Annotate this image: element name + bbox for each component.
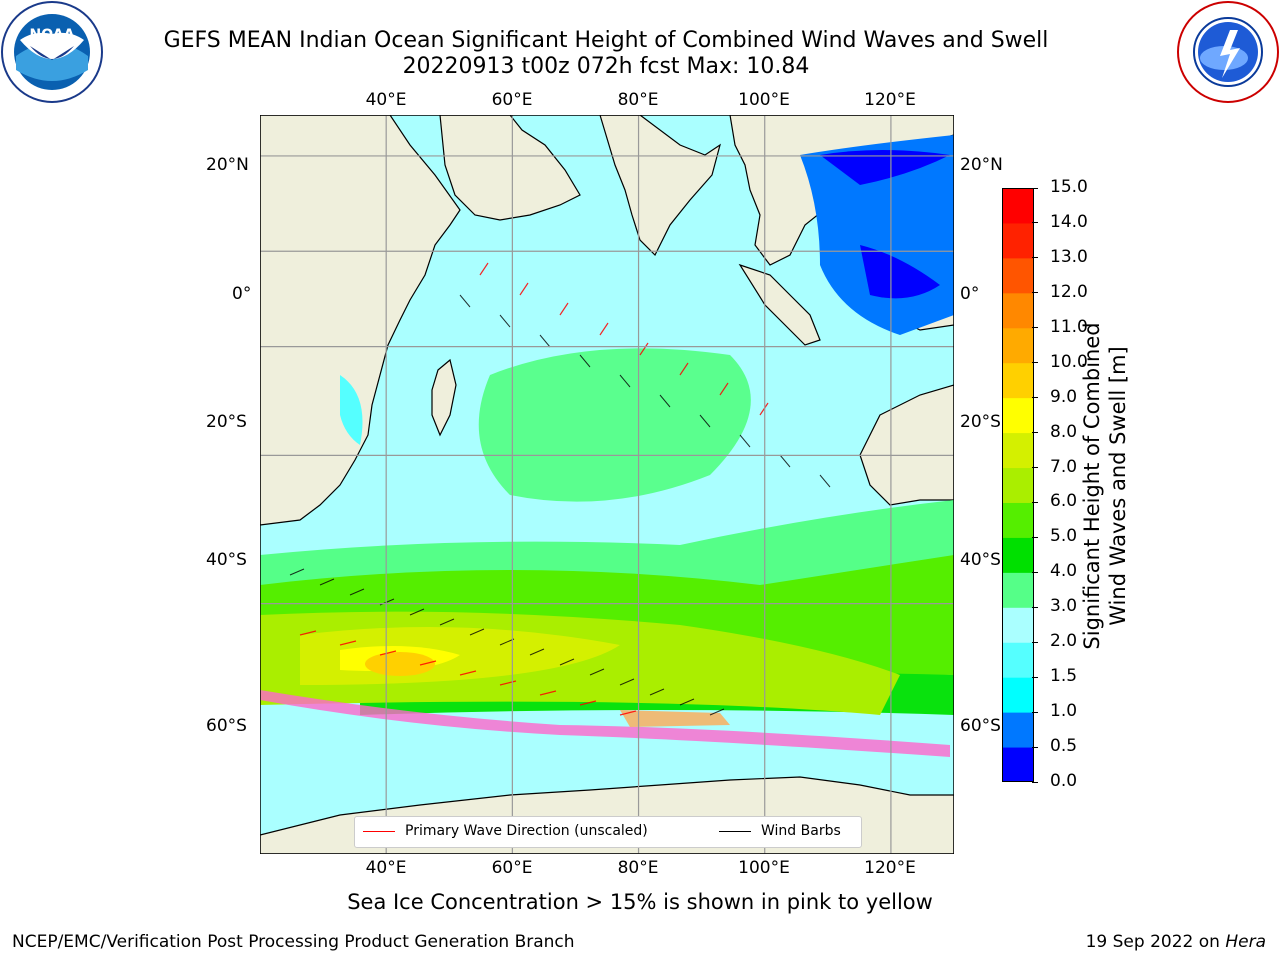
colorbar-title-line1: Significant Height of Combined — [1080, 322, 1104, 650]
colorbar-tick-mark — [1032, 432, 1038, 434]
colorbar-border — [1002, 188, 1034, 782]
wind-barbs — [289, 294, 831, 716]
colorbar-tick-mark — [1032, 222, 1038, 224]
lat-label-right-20n: 20°N — [960, 155, 1003, 175]
colorbar-tick-label: 14.0 — [1050, 211, 1088, 232]
lon-label-bottom-80: 80°E — [617, 858, 659, 878]
lon-label-bottom-120: 120°E — [864, 858, 916, 878]
colorbar-tick-mark — [1032, 676, 1038, 678]
colorbar-segment — [1002, 467, 1034, 503]
lat-label-right-20s: 20°S — [960, 412, 1001, 432]
colorbar-tick-mark — [1032, 397, 1038, 399]
noaa-logo: NOAA — [0, 0, 104, 104]
colorbar-tick-mark — [1032, 467, 1038, 469]
lat-label-left-0: 0° — [232, 284, 252, 304]
colorbar-tick-label: 6.0 — [1050, 491, 1078, 512]
lon-label-bottom-100: 100°E — [738, 858, 790, 878]
colorbar-tick-label: 7.0 — [1050, 456, 1078, 477]
gridlines — [260, 115, 954, 854]
colorbar-segment — [1002, 572, 1034, 608]
colorbar-tick-label: 2.0 — [1050, 631, 1078, 652]
colorbar-segment — [1002, 257, 1034, 294]
colorbar-segment — [1002, 607, 1034, 643]
lon-label-top-80: 80°E — [617, 90, 659, 110]
colorbar-segment — [1002, 432, 1034, 469]
legend-wave-direction-label: Primary Wave Direction (unscaled) — [405, 823, 648, 839]
colorbar-segment — [1002, 712, 1034, 748]
colorbar-segment — [1002, 677, 1034, 713]
colorbar-segment — [1002, 327, 1034, 364]
colorbar-tick-label: 8.0 — [1050, 421, 1078, 442]
noaa-logo-text: NOAA — [29, 27, 75, 43]
lat-label-right-60s: 60°S — [960, 716, 1001, 736]
footer-date: 19 Sep 2022 on Hera — [1086, 932, 1266, 952]
map-legend: Primary Wave Direction (unscaled) Wind B… — [354, 816, 862, 848]
map-panel — [260, 115, 954, 854]
lon-label-top-40: 40°E — [365, 90, 407, 110]
colorbar-segment — [1002, 642, 1034, 678]
legend-wind-barbs-label: Wind Barbs — [761, 823, 841, 839]
colorbar — [1002, 188, 1034, 782]
colorbar-tick-mark — [1032, 641, 1038, 643]
colorbar-tick-mark — [1032, 781, 1038, 783]
lat-label-left-20s: 20°S — [206, 412, 247, 432]
legend-wave-direction-swatch — [363, 831, 395, 832]
lat-label-right-40s: 40°S — [960, 550, 1001, 570]
colorbar-tick-mark — [1032, 327, 1038, 329]
colorbar-ticks: 0.0 0.5 1.0 1.5 2.0 3.0 4.0 5.0 6.0 7.0 8.0 9.0 10.0… — [1032, 177, 1092, 791]
colorbar-tick-label: 12.0 — [1050, 281, 1088, 302]
colorbar-tick-mark — [1032, 606, 1038, 608]
footer-branch: NCEP/EMC/Verification Post Processing Pr… — [12, 932, 575, 952]
colorbar-title-line2: Wind Waves and Swell [m] — [1106, 346, 1130, 626]
colorbar-tick-label: 0.5 — [1050, 736, 1078, 757]
colorbar-tick-mark — [1032, 257, 1038, 259]
colorbar-tick-mark — [1032, 292, 1038, 294]
lon-label-bottom-40: 40°E — [365, 858, 407, 878]
wave-height-field — [260, 135, 954, 757]
lon-label-top-120: 120°E — [864, 90, 916, 110]
colorbar-segment — [1002, 362, 1034, 399]
lat-label-left-40s: 40°S — [206, 550, 247, 570]
colorbar-tick-label: 4.0 — [1050, 561, 1078, 582]
colorbar-tick-mark — [1032, 501, 1038, 503]
colorbar-segment — [1002, 397, 1034, 434]
colorbar-tick-label: 3.0 — [1050, 596, 1078, 617]
colorbar-tick-mark — [1032, 362, 1038, 364]
colorbar-tick-label: 5.0 — [1050, 526, 1078, 547]
nws-logo — [1176, 0, 1280, 104]
wave-direction-arrows — [299, 262, 769, 716]
lat-label-left-20n: 20°N — [206, 155, 249, 175]
colorbar-segment — [1002, 747, 1034, 782]
colorbar-tick-label: 1.0 — [1050, 701, 1078, 722]
colorbar-segment — [1002, 222, 1034, 259]
lon-label-top-60: 60°E — [491, 90, 533, 110]
colorbar-tick-mark — [1032, 711, 1038, 713]
sea-ice-note: Sea Ice Concentration > 15% is shown in … — [347, 890, 933, 914]
chart-title: GEFS MEAN Indian Ocean Significant Heigh… — [163, 28, 1049, 53]
colorbar-segment — [1002, 188, 1034, 224]
colorbar-tick-mark — [1032, 187, 1038, 189]
lon-label-bottom-60: 60°E — [491, 858, 533, 878]
chart-subtitle: 20220913 t00z 072h fcst Max: 10.84 — [402, 54, 810, 79]
colorbar-tick-label: 11.0 — [1050, 316, 1088, 337]
lat-label-right-0: 0° — [960, 284, 980, 304]
colorbar-tick-label: 10.0 — [1050, 351, 1088, 372]
colorbar-segment — [1002, 502, 1034, 538]
colorbar-tick-label: 13.0 — [1050, 246, 1088, 267]
lon-label-top-100: 100°E — [738, 90, 790, 110]
lat-label-left-60s: 60°S — [206, 716, 247, 736]
colorbar-tick-mark — [1032, 571, 1038, 573]
colorbar-segment — [1002, 292, 1034, 329]
colorbar-tick-label: 9.0 — [1050, 386, 1078, 407]
colorbar-tick-label: 0.0 — [1050, 771, 1078, 791]
colorbar-tick-mark — [1032, 536, 1038, 538]
colorbar-segment — [1002, 537, 1034, 573]
footer-host: Hera — [1225, 932, 1266, 952]
colorbar-tick-label: 1.5 — [1050, 666, 1078, 687]
legend-wind-barbs-swatch — [719, 831, 751, 832]
colorbar-tick-mark — [1032, 746, 1038, 748]
footer-date-text: 19 Sep 2022 on — [1085, 932, 1226, 952]
colorbar-tick-label: 15.0 — [1050, 177, 1088, 197]
